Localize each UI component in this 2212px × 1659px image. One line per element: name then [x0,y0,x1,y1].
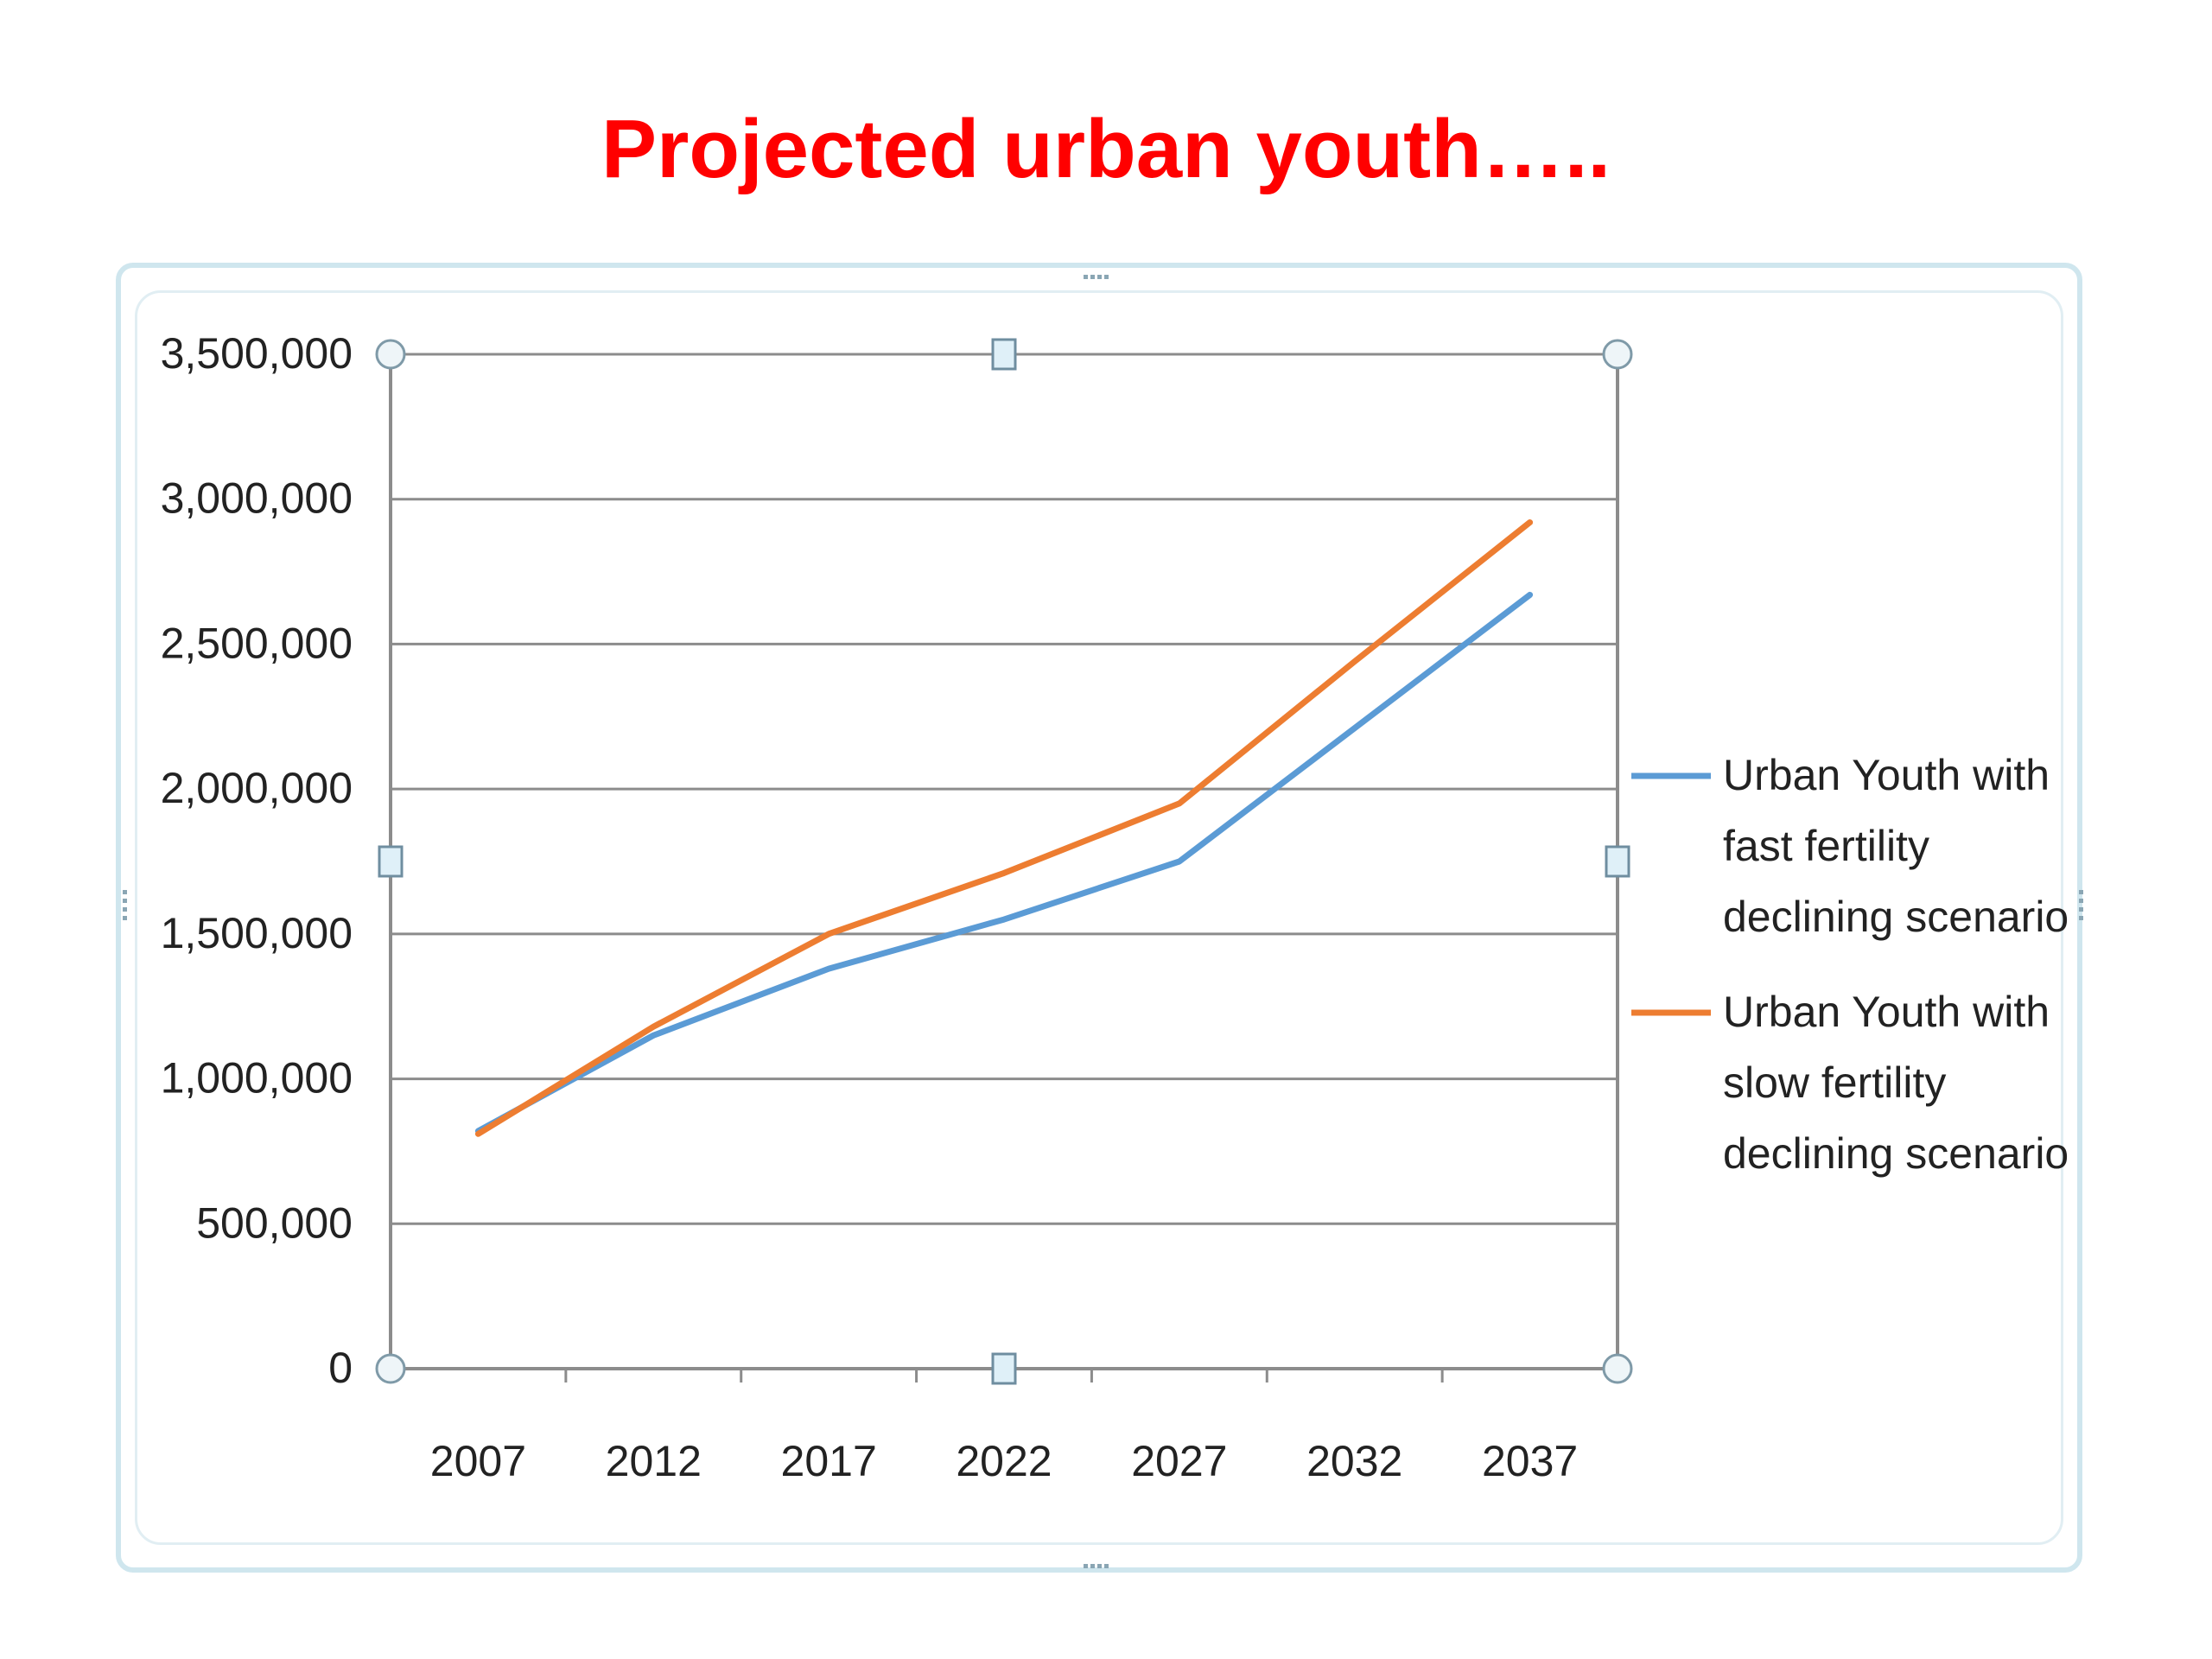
y-tick-label: 2,000,000 [161,764,353,812]
y-tick-label: 2,500,000 [161,619,353,667]
x-tick-label: 2012 [606,1437,702,1485]
slide-title: Projected urban youth….. [601,103,1611,195]
resize-handle-edge[interactable] [991,1352,1017,1385]
frame-grip-dot [1097,275,1102,279]
frame-grip-dot [2079,916,2083,920]
resize-handle-corner[interactable] [375,339,406,370]
frame-grip-dot [123,907,127,912]
y-tick-label: 500,000 [196,1198,353,1247]
resize-handle-corner[interactable] [1602,1353,1633,1384]
resize-handle-corner[interactable] [1602,339,1633,370]
resize-handle-edge[interactable] [991,338,1017,371]
frame-grip-dot [1090,1564,1095,1568]
frame-grip-dot [2079,907,2083,912]
frame-grip-dot [2079,890,2083,894]
x-tick-label: 2022 [956,1437,1052,1485]
frame-grip-dot [1084,1564,1088,1568]
x-tick-label: 2007 [430,1437,526,1485]
legend-label: slow fertility [1723,1058,1946,1107]
y-tick-label: 3,000,000 [161,474,353,523]
legend-label: Urban Youth with [1723,751,2050,799]
legend-label: fast fertility [1723,822,1929,870]
x-tick-label: 2037 [1482,1437,1578,1485]
y-tick-label: 0 [328,1344,353,1392]
frame-grip-dot [123,899,127,903]
x-tick-label: 2027 [1131,1437,1227,1485]
frame-grip-dot [2079,899,2083,903]
x-tick-label: 2017 [781,1437,877,1485]
frame-grip-dot [1104,1564,1109,1568]
frame-grip-dot [1084,275,1088,279]
chart-inner-border [135,290,2063,1545]
frame-grip-dot [1090,275,1095,279]
legend-label: Urban Youth with [1723,988,2050,1036]
y-tick-label: 1,500,000 [161,909,353,957]
series-line-1 [474,591,1534,1135]
frame-grip-dot [1097,1564,1102,1568]
y-tick-label: 3,500,000 [161,329,353,378]
frame-grip-dot [123,890,127,894]
frame-grip-dot [1104,275,1109,279]
resize-handle-edge[interactable] [378,845,404,878]
frame-grip-dot [123,916,127,920]
resize-handle-edge[interactable] [1605,845,1630,878]
chart-frame[interactable] [116,263,2082,1573]
legend-label: declining scenario [1723,1129,2069,1178]
x-tick-label: 2032 [1306,1437,1402,1485]
y-tick-label: 1,000,000 [161,1054,353,1103]
resize-handle-corner[interactable] [375,1353,406,1384]
legend-label: declining scenario [1723,893,2069,941]
